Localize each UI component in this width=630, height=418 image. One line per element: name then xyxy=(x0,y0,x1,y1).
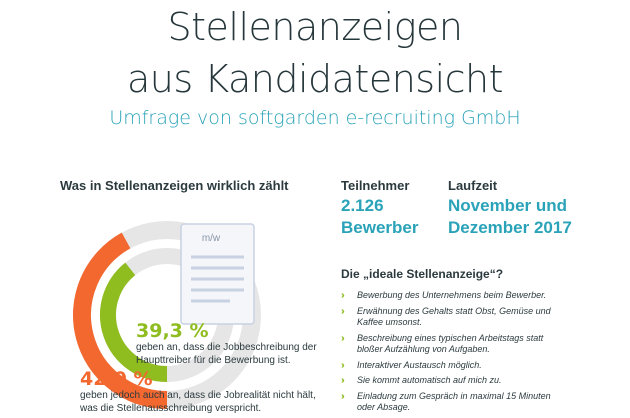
ideal-list: ›› Bewerbung des Unternehmens beim Bewerb… xyxy=(341,290,561,418)
list-item: ›› Interaktiver Austausch möglich. xyxy=(341,360,561,372)
list-item-text: Einladung zum Gespräch in maximal 15 Min… xyxy=(357,390,551,413)
teilnehmer-value-line-1: 2.126 xyxy=(341,196,384,215)
teilnehmer-value: 2.126 Bewerber xyxy=(341,195,441,239)
laufzeit-value: November und Dezember 2017 xyxy=(448,195,618,239)
list-item: ›› Bewerbung des Unternehmens beim Bewerb… xyxy=(341,290,561,302)
chevron-right-icon: ›› xyxy=(341,290,344,301)
document-icon-label: m/w xyxy=(202,233,221,244)
list-item: ›› Sie kommt automatisch auf mich zu. xyxy=(341,375,561,387)
value-label-orange: 42,0 % xyxy=(80,368,153,390)
title-line-1: Stellenanzeigen xyxy=(167,5,464,49)
subtitle: Umfrage von softgarden e-recruiting GmbH xyxy=(109,107,521,129)
inner-arc-green xyxy=(100,262,168,382)
document-icon: m/w xyxy=(180,223,255,325)
laufzeit-value-line-1: November und xyxy=(448,196,568,215)
chevron-right-icon: ›› xyxy=(341,390,344,402)
laufzeit-value-line-2: Dezember 2017 xyxy=(448,218,572,237)
chevron-right-icon: ›› xyxy=(341,359,344,371)
chevron-right-icon: ›› xyxy=(341,305,344,317)
chevron-right-icon: ›› xyxy=(341,375,344,386)
donut-chart: m/w xyxy=(73,221,261,409)
teilnehmer-label: Teilnehmer xyxy=(341,178,410,193)
section-title: Was in Stellenanzeigen wirklich zählt xyxy=(60,178,289,193)
description-green: geben an, dass die Jobbeschreibung der H… xyxy=(136,342,317,366)
outer-arc-orange xyxy=(73,232,168,409)
laufzeit-label: Laufzeit xyxy=(448,178,498,193)
list-item-text: Erwähnung des Gehalts statt Obst, Gemüse… xyxy=(357,305,551,328)
ideal-title: Die „ideale Stellenanzeige“? xyxy=(341,267,504,281)
list-item-text: Beschreibung eines typischen Arbeitstags… xyxy=(357,332,544,355)
value-label-green: 39,3 % xyxy=(136,320,209,342)
list-item: ›› Beschreibung eines typischen Arbeitsta… xyxy=(341,333,561,356)
list-item-text: Interaktiver Austausch möglich. xyxy=(357,359,482,370)
list-item-text: Bewerbung des Unternehmens beim Bewerber… xyxy=(357,290,547,300)
teilnehmer-value-line-2: Bewerber xyxy=(341,218,419,237)
chevron-right-icon: ›› xyxy=(341,332,344,344)
list-item: ›› Erwähnung des Gehalts statt Obst, Gemü… xyxy=(341,306,561,329)
list-item-text: Sie kommt automatisch auf mich zu. xyxy=(357,375,502,385)
description-orange: geben jedoch auch an, dass die Jobrealit… xyxy=(80,390,316,414)
list-item: ›› Einladung zum Gespräch in maximal 15 M… xyxy=(341,391,561,414)
title-line-2: aus Kandidatensicht xyxy=(126,57,504,101)
